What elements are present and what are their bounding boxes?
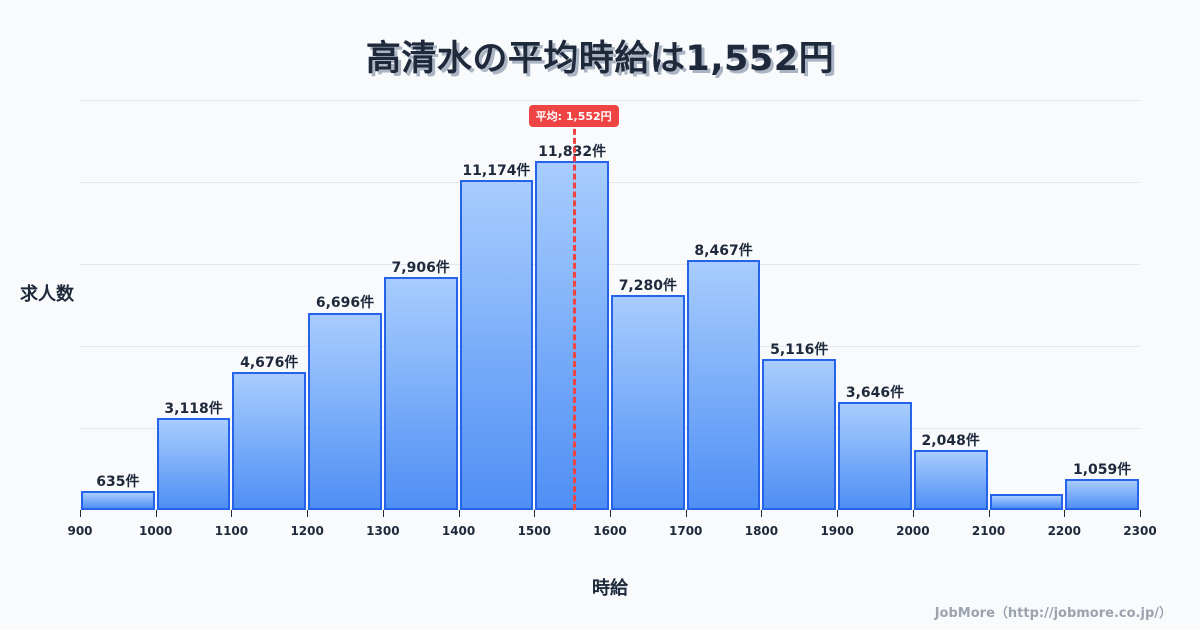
histogram-bar[interactable]: [989, 494, 1064, 510]
x-tick-label: 1300: [366, 524, 400, 538]
x-tick: [685, 510, 687, 517]
bar-value-label: 7,280件: [618, 278, 677, 295]
x-tick-label: 900: [67, 524, 93, 538]
x-tick-label: 1100: [214, 524, 249, 538]
x-tick: [534, 510, 536, 517]
x-tick: [837, 510, 839, 517]
gridline: [80, 100, 1140, 101]
bar-value-label: 3,118件: [164, 401, 223, 418]
bar-value-label: 8,467件: [694, 243, 753, 260]
x-tick: [382, 510, 384, 517]
x-tick: [80, 510, 81, 517]
gridline: [80, 428, 1140, 429]
x-tick-label: 1900: [820, 524, 854, 538]
histogram-bar[interactable]: [156, 418, 231, 510]
bar-value-label: 6,696件: [315, 295, 375, 312]
x-tick-label: 1600: [593, 524, 627, 538]
average-badge: 平均: 1,552円: [528, 105, 619, 127]
x-tick: [1140, 510, 1141, 517]
x-tick-label: 1700: [669, 524, 703, 538]
histogram-plot: 635件 3,118件 4,676件 6,696件 7,906件 11,174件 11,83…: [67, 100, 1157, 538]
x-tick: [155, 510, 157, 517]
x-tick-label: 2100: [971, 524, 1006, 538]
x-axis-label: 時給: [592, 578, 628, 599]
x-tick-label: 1400: [441, 524, 476, 538]
x-tick-label: 2200: [1047, 524, 1081, 538]
x-tick: [610, 510, 611, 517]
x-tick: [231, 510, 233, 517]
x-tick-label: 1500: [517, 524, 551, 538]
histogram-bar[interactable]: [535, 161, 609, 510]
source-credit: JobMore（http://jobmore.co.jp/）: [934, 606, 1172, 621]
histogram-bar[interactable]: [383, 276, 458, 510]
gridline: [80, 346, 1140, 347]
gridline: [80, 182, 1140, 183]
x-tick: [761, 510, 763, 517]
bar-value-label: 11,174件: [462, 163, 531, 180]
x-tick-label: 1000: [139, 524, 173, 538]
x-axis-baseline: [80, 509, 1140, 510]
histogram-bar[interactable]: [459, 180, 534, 510]
x-tick-label: 1800: [744, 524, 779, 538]
histogram-bar[interactable]: [762, 359, 837, 510]
bar-value-label: 4,676件: [240, 355, 299, 372]
bar-value-label: 2,048件: [921, 432, 980, 449]
bar-value-label: 1,059件: [1072, 461, 1132, 478]
histogram-bar[interactable]: [611, 295, 685, 510]
x-tick-label: 2000: [896, 524, 930, 538]
gridline: [80, 264, 1140, 265]
histogram-bar[interactable]: [686, 260, 761, 510]
bar-value-label: 7,906件: [391, 259, 450, 276]
average-line: [572, 120, 576, 510]
x-tick: [912, 510, 914, 517]
x-tick-label: 2300: [1123, 524, 1157, 538]
bar-value-label: 3,646件: [845, 385, 905, 402]
x-tick-label: 1200: [290, 524, 324, 538]
x-tick: [307, 510, 309, 517]
histogram-bar[interactable]: [1065, 478, 1139, 510]
histogram-bar[interactable]: [308, 312, 382, 510]
x-tick: [988, 510, 990, 517]
histogram-bar[interactable]: [838, 402, 912, 510]
bar-value-label: 635件: [96, 474, 140, 491]
y-axis-label: 求人数: [20, 284, 74, 305]
bar-value-label: 5,116件: [770, 342, 829, 359]
histogram-bar[interactable]: [913, 449, 988, 510]
chart-title: 高清水の平均時給は1,552円: [365, 39, 835, 79]
x-tick: [458, 510, 460, 517]
histogram-bar[interactable]: [232, 372, 307, 510]
histogram-bar[interactable]: [81, 491, 155, 510]
x-tick: [1064, 510, 1066, 517]
bar-value-label: 11,832件: [538, 143, 607, 160]
